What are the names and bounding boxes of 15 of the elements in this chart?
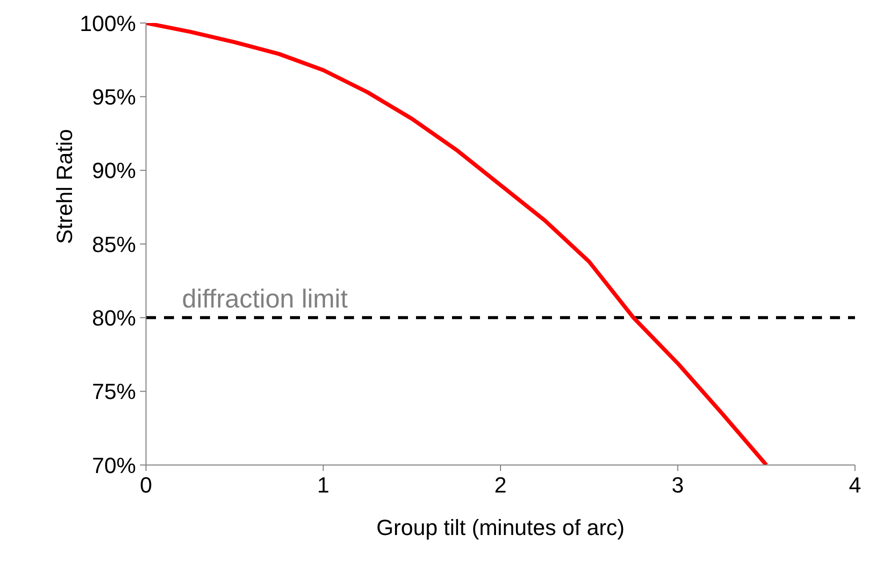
y-tick-label: 85% xyxy=(92,232,136,257)
y-tick-label: 75% xyxy=(92,379,136,404)
y-tick-label: 90% xyxy=(92,158,136,184)
x-tick-label: 4 xyxy=(848,472,862,498)
ref-line-label: diffraction limit xyxy=(182,284,348,314)
y-tick-label: 80% xyxy=(92,305,136,330)
x-tick-label: 3 xyxy=(672,472,684,498)
x-tick-label: 1 xyxy=(317,472,330,498)
x-tick-label: 0 xyxy=(140,472,152,498)
x-axis-title: Group tilt (minutes of arc) xyxy=(376,515,625,540)
y-tick-label: 100% xyxy=(80,10,136,36)
y-tick-label: 70% xyxy=(92,452,136,478)
y-tick-label: 95% xyxy=(92,84,136,110)
x-tick-label: 2 xyxy=(494,472,507,498)
y-axis-title: Strehl Ratio xyxy=(52,129,77,244)
